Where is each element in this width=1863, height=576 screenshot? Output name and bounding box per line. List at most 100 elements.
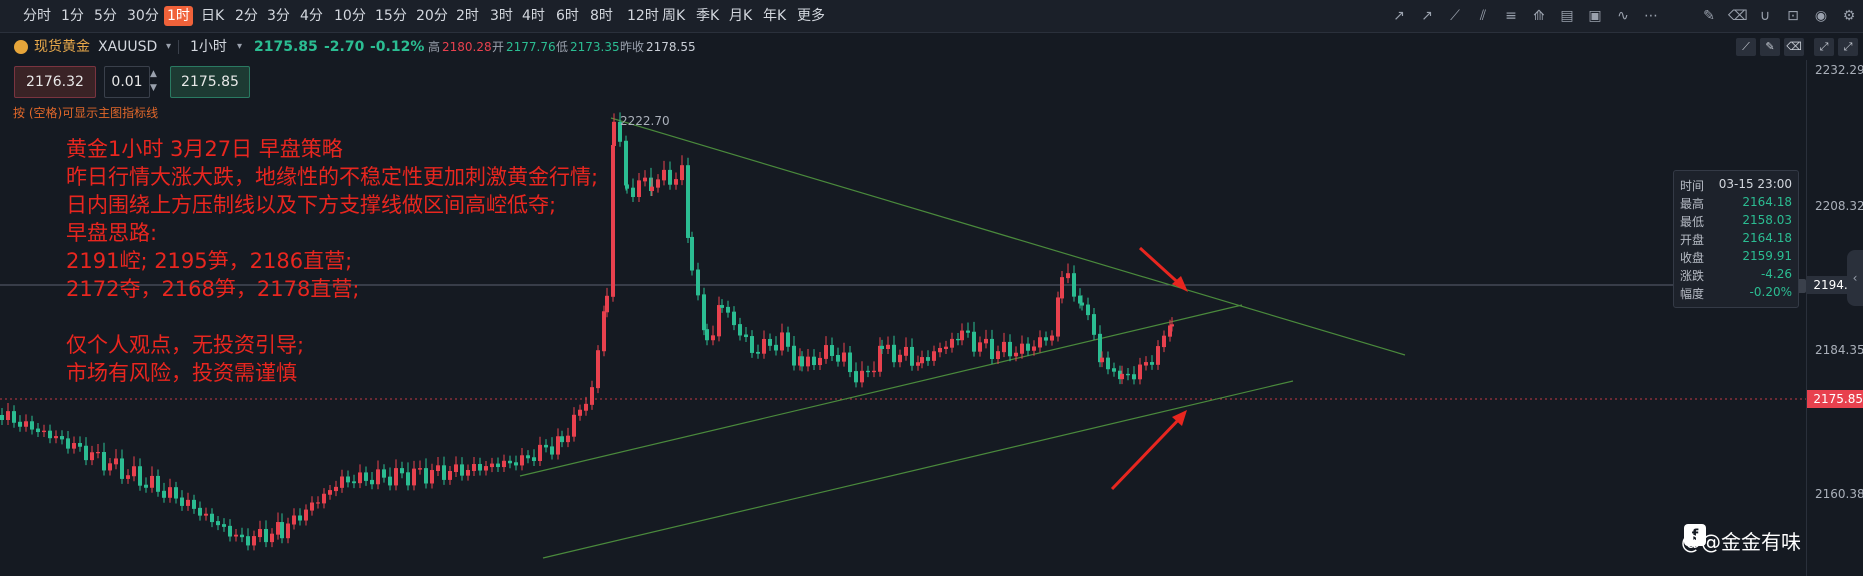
timeframe-tab[interactable]: 3分	[267, 8, 290, 24]
image-icon[interactable]: ▣	[1588, 8, 1602, 24]
candle-body	[370, 479, 374, 485]
eraser-icon[interactable]: ⌫	[1728, 8, 1748, 24]
segment-icon[interactable]: ⟋	[1450, 8, 1460, 24]
brush-icon[interactable]: ⌫	[1784, 38, 1804, 56]
wave-icon[interactable]: ∿	[1617, 8, 1629, 24]
sell-price-button[interactable]: 2176.32	[14, 66, 96, 98]
candle-body	[436, 465, 440, 472]
more-tools-icon[interactable]: ⋯	[1644, 8, 1658, 24]
candle-body	[602, 311, 606, 352]
settings-icon[interactable]: ⚙	[1842, 8, 1856, 24]
lock-icon[interactable]: ⊡	[1787, 8, 1799, 24]
symbol-dropdown-icon[interactable]: ▾	[166, 41, 172, 52]
timeframe-tab[interactable]: 4分	[300, 8, 323, 24]
candle-body	[478, 464, 482, 471]
fullscreen-icon[interactable]: ⤢	[1838, 38, 1858, 56]
fan-icon[interactable]: ⟰	[1533, 8, 1545, 24]
annotation-line: 日内围绕上方压制线以及下方支撑线做区间高崆低夺;	[66, 193, 557, 217]
timeframe-tab[interactable]: 3时	[490, 8, 513, 24]
candle-body	[800, 356, 804, 367]
candle-body	[108, 463, 112, 471]
price-axis[interactable]: 2232.29 2208.32 2184.35 2160.38 2194.97 …	[1806, 60, 1863, 576]
tooltip-key: 时间	[1680, 179, 1705, 193]
tooltip-row: 开盘 2164.18	[1680, 231, 1792, 249]
pen-icon[interactable]: ✎	[1760, 38, 1780, 56]
candle-body	[960, 330, 964, 341]
eye-icon[interactable]: ◉	[1814, 8, 1828, 24]
collapse-panel-icon[interactable]: ‹	[1847, 250, 1863, 306]
expand-icon[interactable]: ⤢	[1814, 38, 1834, 56]
annotation-line: 2172夺，2168笋，2178直营;	[66, 277, 360, 301]
magnet-icon[interactable]: ∪	[1759, 8, 1771, 24]
timeframe-tab[interactable]: 15分	[375, 8, 407, 24]
high-label: 高	[428, 40, 441, 54]
candle-body	[1170, 324, 1174, 327]
candle-body	[920, 357, 924, 364]
candle-body	[596, 350, 600, 389]
symbol-bar: 现货黄金 XAUUSD ▾ 1小时 ▾ 2175.85 -2.70 -0.12%…	[0, 33, 1808, 61]
candle-body	[406, 472, 410, 486]
timeframe-tab[interactable]: 1分	[61, 8, 84, 24]
candle-body	[132, 466, 136, 477]
timeframe-tab[interactable]: 4时	[522, 8, 545, 24]
quantity-stepper[interactable]: ▲ ▼	[150, 69, 157, 93]
quantity-input[interactable]: 0.01	[104, 66, 150, 98]
timeframe-tab[interactable]: 5分	[94, 8, 117, 24]
candle-body	[198, 507, 202, 516]
timeframe-tab[interactable]: 20分	[416, 8, 448, 24]
candle-body	[18, 421, 22, 427]
fibonacci-icon[interactable]: ≡	[1505, 8, 1517, 24]
candle-body	[830, 345, 834, 356]
symbol-name[interactable]: 现货黄金	[34, 39, 90, 55]
tooltip-key: 最高	[1680, 197, 1705, 211]
candle-body	[996, 351, 1000, 360]
symbol-code[interactable]: XAUUSD	[98, 39, 158, 55]
price-chart[interactable]	[0, 60, 1807, 576]
parallel-channel-icon[interactable]: ⫽	[1479, 8, 1487, 24]
candle-body	[768, 338, 772, 346]
candle-body	[1106, 357, 1110, 370]
chart-tool-icon[interactable]: ⟋	[1736, 38, 1756, 56]
timeframe-tab[interactable]: 12时	[627, 8, 659, 24]
timeframe-tab[interactable]: 2时	[456, 8, 479, 24]
timeframe-tab[interactable]: 日K	[201, 8, 225, 24]
candle-body	[720, 305, 724, 308]
candle-body	[732, 311, 736, 326]
candle-body	[24, 421, 28, 427]
timeframe-tab[interactable]: 季K	[696, 8, 720, 24]
ray-icon[interactable]: ↗	[1421, 8, 1433, 24]
timeframe-tab[interactable]: 6时	[556, 8, 579, 24]
candle-body	[818, 357, 822, 366]
candle-body	[0, 415, 4, 420]
trend-line-icon[interactable]: ↗	[1393, 8, 1405, 24]
timeframe-tab[interactable]: 年K	[763, 8, 787, 24]
tooltip-value: -0.20%	[1749, 285, 1792, 299]
timeframe-tab[interactable]: 分时	[23, 8, 51, 24]
candle-body	[972, 331, 976, 352]
timeframe-tab[interactable]: 10分	[334, 8, 366, 24]
timeframe-tab[interactable]: 更多	[797, 8, 825, 24]
candle-body	[66, 438, 70, 449]
candle-body	[1144, 362, 1148, 366]
interval-dropdown-icon[interactable]: ▾	[237, 41, 243, 52]
tooltip-key: 收盘	[1680, 251, 1705, 265]
candle-body	[662, 169, 666, 181]
timeframe-tab[interactable]: 8时	[590, 8, 613, 24]
pattern-icon[interactable]: ▤	[1560, 8, 1574, 24]
candle-body	[258, 528, 262, 538]
candle-body	[264, 528, 268, 543]
candle-body	[854, 371, 858, 383]
candle-body	[222, 524, 226, 527]
timeframe-tab[interactable]: 月K	[729, 8, 753, 24]
timeframe-tab[interactable]: 周K	[662, 8, 686, 24]
candle-body	[508, 460, 512, 464]
timeframe-tab[interactable]: 1时	[164, 6, 193, 26]
buy-price-button[interactable]: 2175.85	[170, 66, 250, 98]
interval-select[interactable]: 1小时	[190, 39, 227, 55]
candle-body	[750, 336, 754, 353]
candle-body	[6, 411, 10, 420]
edit-icon[interactable]: ✎	[1703, 8, 1715, 24]
timeframe-tab[interactable]: 2分	[235, 8, 258, 24]
timeframe-tab[interactable]: 30分	[127, 8, 159, 24]
candle-body	[866, 370, 870, 373]
